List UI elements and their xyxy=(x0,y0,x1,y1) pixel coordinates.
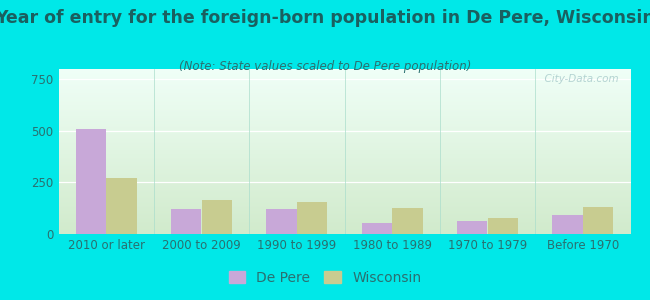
Bar xyxy=(106,178,136,234)
Bar xyxy=(392,208,422,234)
Bar xyxy=(488,218,518,234)
Text: (Note: State values scaled to De Pere population): (Note: State values scaled to De Pere po… xyxy=(179,60,471,73)
Bar xyxy=(552,215,583,234)
Text: City-Data.com: City-Data.com xyxy=(538,74,619,84)
Bar xyxy=(202,200,232,234)
Bar xyxy=(297,202,328,234)
Bar xyxy=(266,209,297,234)
Bar xyxy=(583,207,614,234)
Bar xyxy=(457,220,488,234)
Legend: De Pere, Wisconsin: De Pere, Wisconsin xyxy=(223,265,427,290)
Bar xyxy=(361,223,392,234)
Bar xyxy=(171,209,202,234)
Text: Year of entry for the foreign-born population in De Pere, Wisconsin: Year of entry for the foreign-born popul… xyxy=(0,9,650,27)
Bar xyxy=(75,129,106,234)
